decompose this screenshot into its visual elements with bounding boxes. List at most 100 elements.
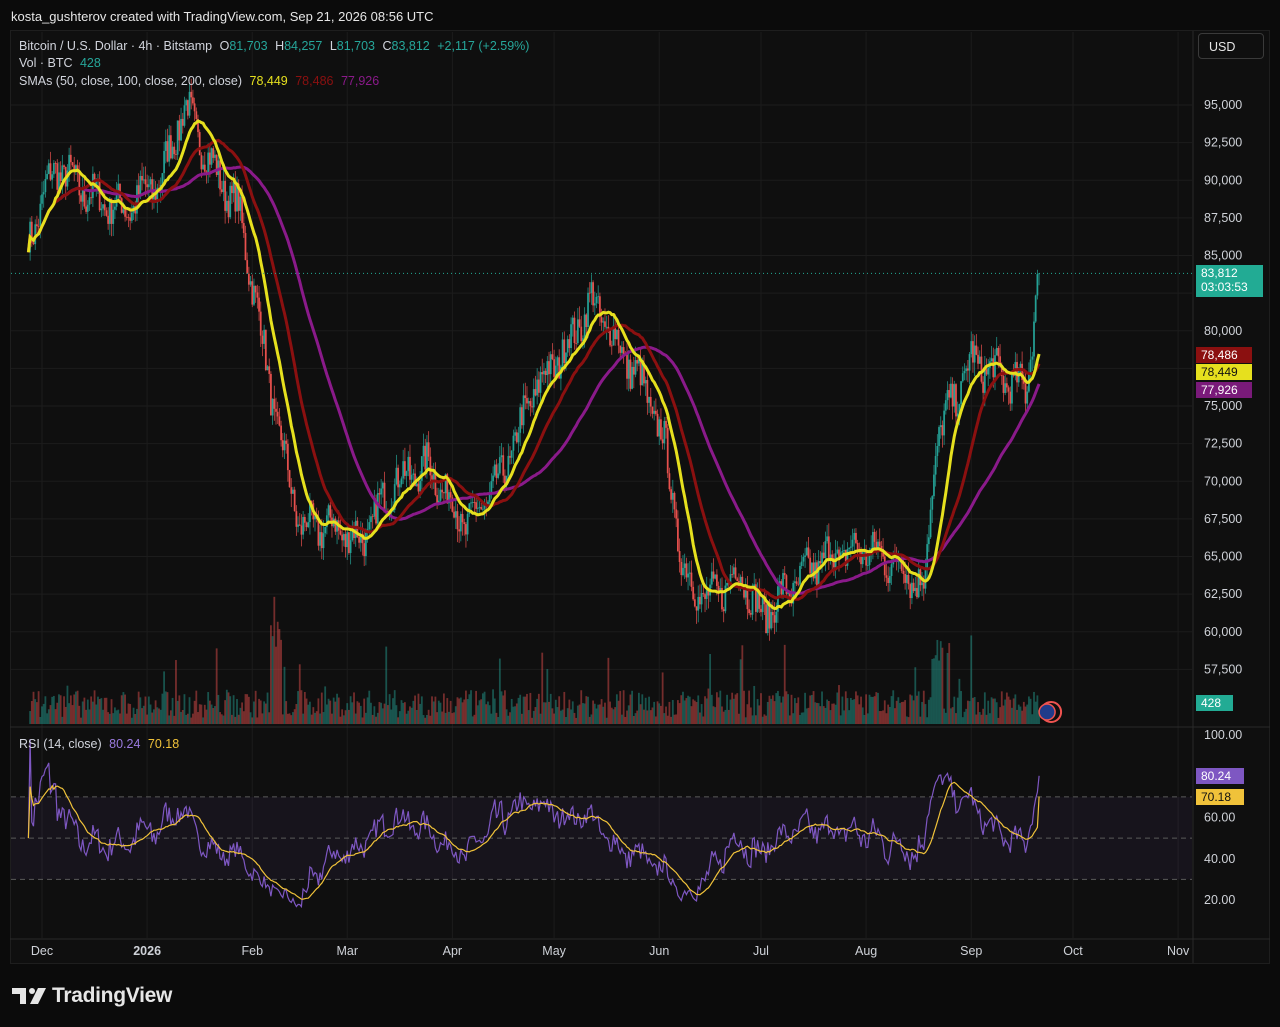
volume-bar — [314, 712, 316, 724]
volume-bar — [471, 716, 474, 724]
volume-bar — [644, 697, 647, 724]
candle-body — [173, 146, 176, 155]
symbol-title[interactable]: Bitcoin / U.S. Dollar · 4h · Bitstamp — [19, 39, 213, 53]
volume-bar — [556, 707, 559, 724]
candle-body — [244, 233, 247, 261]
candle-body — [105, 210, 108, 216]
volume-bar — [59, 695, 62, 724]
candle-body — [907, 575, 910, 585]
candle-body — [968, 354, 971, 371]
candle-body — [602, 321, 605, 323]
candle-body — [800, 561, 803, 567]
volume-bar — [738, 713, 740, 724]
volume-bar — [166, 692, 169, 724]
candle-body — [517, 432, 520, 443]
flag-icon[interactable] — [1038, 703, 1056, 721]
volume-bar — [729, 699, 732, 724]
volume-legend[interactable]: Vol · BTC 428 — [19, 56, 105, 70]
main-legend[interactable]: Bitcoin / U.S. Dollar · 4h · Bitstamp O8… — [19, 39, 533, 53]
volume-bar — [905, 716, 908, 724]
candle-body — [393, 484, 396, 510]
volume-bar — [383, 703, 386, 724]
candle-body — [302, 517, 305, 535]
volume-bar — [598, 704, 601, 724]
price-axis-label: 67,500 — [1204, 512, 1242, 526]
candle-body — [186, 100, 189, 116]
candle-body — [293, 489, 296, 512]
tradingview-logo-icon — [12, 988, 46, 1004]
volume-bar — [639, 704, 642, 724]
candle-body — [47, 163, 50, 174]
currency-button[interactable]: USD — [1198, 33, 1264, 59]
tradingview-logo[interactable]: TradingView — [12, 984, 172, 1008]
candle-body — [215, 154, 218, 175]
volume-bar — [705, 698, 708, 724]
volume-bar — [151, 712, 154, 724]
candle-body — [612, 325, 615, 346]
candle-body — [917, 569, 920, 598]
candle-body — [902, 570, 905, 575]
candle-body — [259, 311, 262, 336]
volume-bar — [93, 690, 96, 724]
candle-body — [234, 182, 237, 212]
sma50-price-tag: 78,449 — [1196, 364, 1252, 380]
volume-bar — [453, 712, 455, 724]
price-axis-label: 95,000 — [1204, 98, 1242, 112]
candle-body — [622, 347, 625, 355]
candle-body — [108, 198, 111, 224]
volume-bar — [658, 703, 661, 724]
volume-bar — [534, 707, 537, 724]
candle-body — [855, 532, 857, 543]
candle-body — [756, 589, 759, 612]
candle-body — [529, 401, 532, 407]
candle-body — [958, 404, 961, 414]
volume-bar — [398, 711, 401, 724]
candle-body — [666, 427, 669, 474]
candle-body — [578, 319, 581, 327]
candle-body — [154, 189, 157, 203]
candle-body — [934, 456, 937, 475]
volume-bar — [237, 714, 240, 724]
candle-body — [549, 354, 552, 375]
candle-body — [69, 154, 72, 163]
volume-bar — [108, 713, 111, 724]
volume-bar — [834, 704, 837, 724]
rsi-legend[interactable]: RSI (14, close) 80.24 70.18 — [19, 737, 183, 751]
candle-body — [376, 493, 379, 524]
volume-bar — [466, 699, 469, 724]
volume-bar — [766, 701, 769, 724]
volume-bar — [607, 657, 610, 724]
volume-bar — [178, 695, 181, 724]
volume-bar — [409, 706, 411, 724]
volume-bar — [339, 716, 342, 724]
volume-bar — [180, 711, 182, 724]
candle-body — [685, 563, 688, 578]
candle-body — [897, 561, 900, 563]
candle-body — [378, 493, 381, 495]
volume-bar — [122, 692, 125, 724]
candle-body — [271, 398, 274, 416]
candle-body — [678, 551, 681, 563]
candle-body — [470, 502, 472, 504]
volume-bar — [788, 715, 791, 724]
volume-bar — [459, 697, 462, 724]
volume-bar — [309, 701, 311, 724]
candle-body — [729, 574, 732, 584]
volume-bar — [197, 712, 199, 724]
candle-body — [736, 578, 739, 581]
candle-body — [398, 484, 401, 488]
candle-body — [107, 215, 110, 224]
candle-body — [956, 413, 959, 417]
candle-body — [888, 575, 891, 583]
volume-bar — [100, 698, 103, 724]
sma-legend[interactable]: SMAs (50, close, 100, close, 200, close)… — [19, 74, 383, 88]
candle-body — [325, 515, 328, 528]
volume-bar — [481, 693, 484, 724]
volume-bar — [507, 715, 510, 724]
volume-bar — [103, 697, 106, 724]
candle-body — [866, 565, 869, 567]
volume-bar — [370, 702, 372, 724]
volume-bar — [359, 705, 362, 724]
volume-bar — [765, 715, 767, 724]
